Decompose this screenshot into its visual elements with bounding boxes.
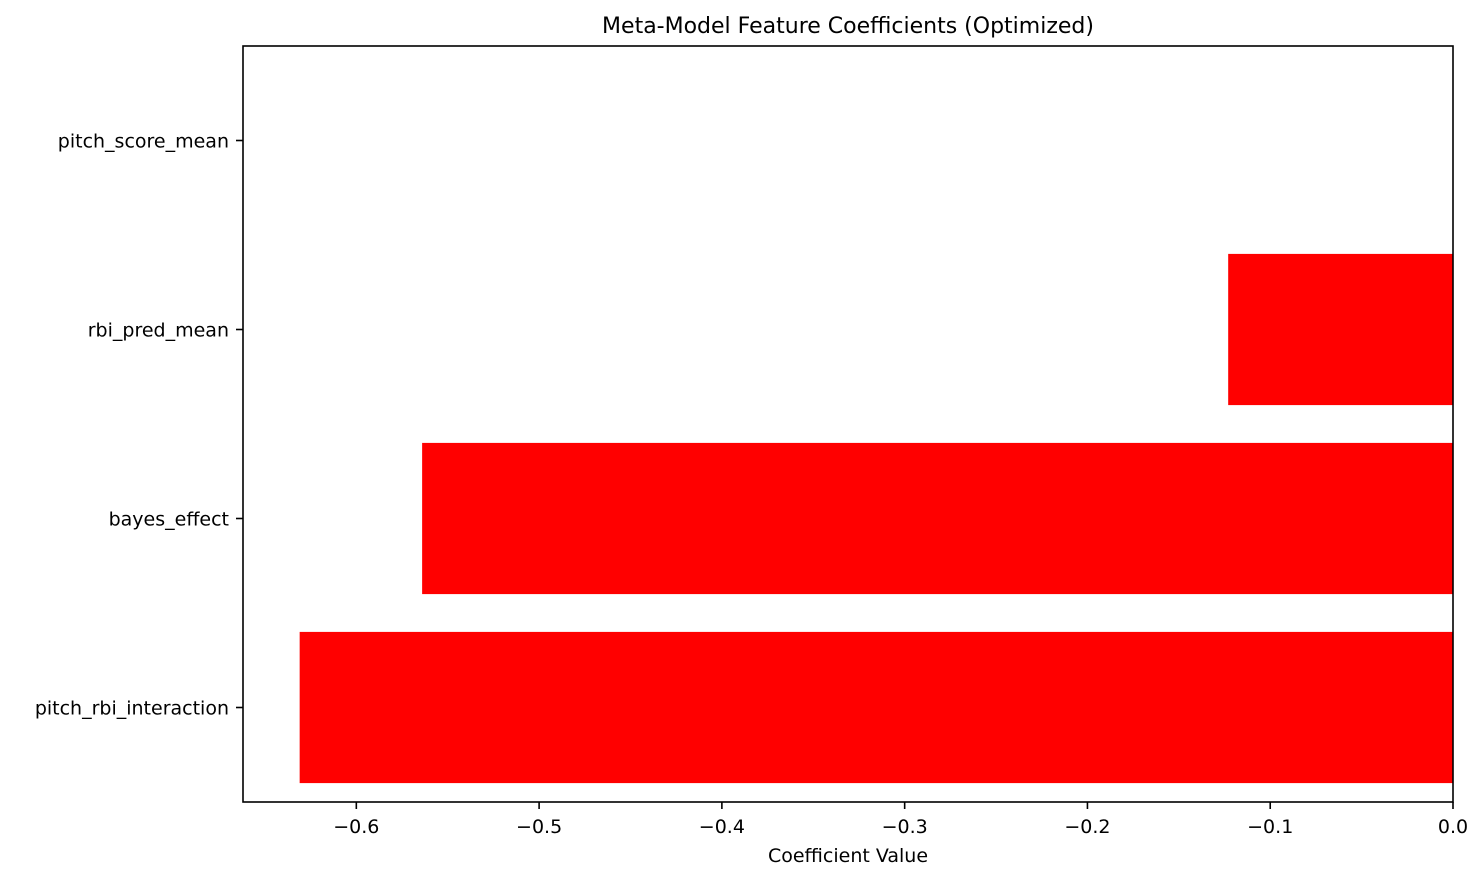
x-axis: −0.6 −0.5 −0.4 −0.3 −0.2 −0.1 0.0 — [333, 802, 1468, 838]
x-tick-label: −0.6 — [333, 816, 379, 838]
plot-frame — [242, 45, 1454, 803]
bar-pitch-rbi-interaction — [299, 631, 1453, 784]
x-tick-label: −0.4 — [699, 816, 745, 838]
x-tick-label: −0.2 — [1064, 816, 1110, 838]
bar-rbi-pred-mean — [1228, 253, 1453, 406]
x-tick-label: −0.3 — [882, 816, 928, 838]
y-tick-label: rbi_pred_mean — [88, 320, 229, 342]
y-axis: pitch_score_mean rbi_pred_mean bayes_effec… — [35, 131, 243, 720]
chart-title: Meta-Model Feature Coefficients (Optimiz… — [602, 14, 1094, 39]
y-tick-label: pitch_rbi_interaction — [35, 698, 229, 720]
y-tick-label: bayes_effect — [109, 509, 229, 531]
bars-group — [299, 253, 1453, 784]
x-tick-label: 0.0 — [1438, 816, 1468, 838]
x-tick-label: −0.5 — [516, 816, 562, 838]
x-tick-label: −0.1 — [1247, 816, 1293, 838]
x-axis-label: Coefficient Value — [768, 845, 928, 867]
bar-bayes-effect — [422, 442, 1453, 595]
y-tick-label: pitch_score_mean — [58, 131, 229, 153]
